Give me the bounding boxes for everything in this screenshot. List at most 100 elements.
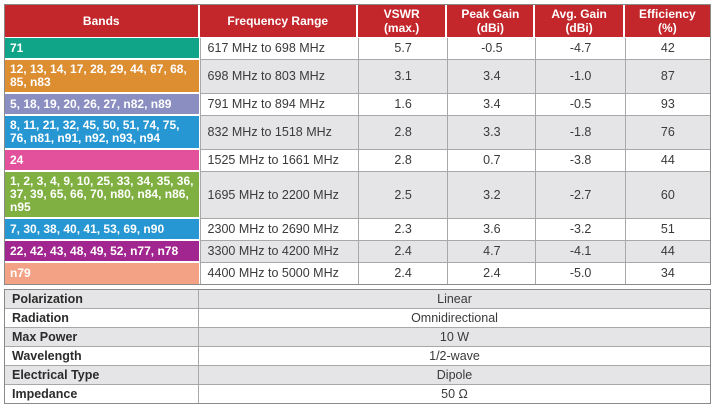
band-cell: 71 xyxy=(5,38,200,60)
spec-row: Electrical Type Dipole xyxy=(5,366,710,385)
spec-row: Impedance 50 Ω xyxy=(5,385,710,403)
spec-row: Wavelength 1/2-wave xyxy=(5,347,710,366)
peak-gain-cell: 4.7 xyxy=(447,241,536,263)
spec-value-impedance: 50 Ω xyxy=(441,387,468,401)
header-label: Peak Gain xyxy=(461,7,520,21)
vswr-cell: 2.3 xyxy=(357,219,448,241)
vswr-cell: 1.6 xyxy=(357,94,448,116)
spec-label-radiation: Radiation xyxy=(5,309,199,328)
efficiency-cell: 93 xyxy=(624,94,710,116)
peak-gain-cell: 3.6 xyxy=(447,219,536,241)
header-sublabel: (dBi) xyxy=(476,21,505,35)
header-label: Efficiency xyxy=(639,7,696,21)
spec-label-max-power: Max Power xyxy=(5,328,199,347)
efficiency-cell: 60 xyxy=(624,172,710,219)
efficiency-cell: 44 xyxy=(624,150,710,172)
table-row: 8, 11, 21, 32, 45, 50, 51, 74, 75, 76, n… xyxy=(5,116,710,150)
avg-gain-cell: -0.5 xyxy=(535,94,625,116)
table-row: 7, 30, 38, 40, 41, 53, 69, n90 2300 MHz … xyxy=(5,219,710,241)
header-label: Frequency Range xyxy=(227,14,329,28)
table-row: n79 4400 MHz to 5000 MHz 2.4 2.4 -5.0 34 xyxy=(5,263,710,284)
table-row: 1, 2, 3, 4, 9, 10, 25, 33, 34, 35, 36, 3… xyxy=(5,172,710,219)
vswr-cell: 3.1 xyxy=(357,60,448,94)
band-cell: 12, 13, 14, 17, 28, 29, 44, 67, 68, 85, … xyxy=(5,60,200,94)
frequency-cell: 832 MHz to 1518 MHz xyxy=(199,116,358,150)
spec-label-wavelength: Wavelength xyxy=(5,347,199,366)
frequency-cell: 1525 MHz to 1661 MHz xyxy=(199,150,358,172)
avg-gain-cell: -2.7 xyxy=(535,172,625,219)
avg-gain-cell: -3.8 xyxy=(535,150,625,172)
table-row: 5, 18, 19, 20, 26, 27, n82, n89 791 MHz … xyxy=(5,94,710,116)
peak-gain-cell: 3.3 xyxy=(447,116,536,150)
column-header-avg-gain: Avg. Gain (dBi) xyxy=(535,5,625,38)
table-row: 71 617 MHz to 698 MHz 5.7 -0.5 -4.7 42 xyxy=(5,38,710,60)
spec-row: Polarization Linear xyxy=(5,290,710,309)
header-label: Bands xyxy=(82,14,120,28)
avg-gain-cell: -1.8 xyxy=(535,116,625,150)
spec-label-polarization: Polarization xyxy=(5,290,199,309)
efficiency-cell: 87 xyxy=(624,60,710,94)
table-row: 22, 42, 43, 48, 49, 52, n77, n78 3300 MH… xyxy=(5,241,710,263)
band-spec-table: Bands Frequency Range VSWR (max.) Peak G… xyxy=(4,4,711,285)
spec-row: Radiation Omnidirectional xyxy=(5,309,710,328)
spec-label-impedance: Impedance xyxy=(5,385,199,403)
header-label: Avg. Gain xyxy=(551,7,607,21)
avg-gain-cell: -4.1 xyxy=(535,241,625,263)
header-row: Bands Frequency Range VSWR (max.) Peak G… xyxy=(5,5,710,38)
peak-gain-cell: 3.4 xyxy=(447,60,536,94)
spec-value-radiation: Omnidirectional xyxy=(199,309,710,328)
table-row: 12, 13, 14, 17, 28, 29, 44, 67, 68, 85, … xyxy=(5,60,710,94)
peak-gain-cell: -0.5 xyxy=(447,38,536,60)
peak-gain-cell: 2.4 xyxy=(447,263,535,284)
efficiency-cell: 76 xyxy=(624,116,710,150)
vswr-cell: 5.7 xyxy=(357,38,448,60)
header-sublabel: (dBi) xyxy=(565,21,593,35)
vswr-cell: 2.4 xyxy=(357,263,447,284)
table-row: 24 1525 MHz to 1661 MHz 2.8 0.7 -3.8 44 xyxy=(5,150,710,172)
band-cell: 22, 42, 43, 48, 49, 52, n77, n78 xyxy=(5,241,200,263)
column-header-peak-gain: Peak Gain (dBi) xyxy=(447,5,536,38)
efficiency-cell: 42 xyxy=(624,38,710,60)
vswr-cell: 2.8 xyxy=(357,150,448,172)
spec-label-electrical-type: Electrical Type xyxy=(5,366,199,385)
band-cell: 8, 11, 21, 32, 45, 50, 51, 74, 75, 76, n… xyxy=(5,116,200,150)
frequency-cell: 4400 MHz to 5000 MHz xyxy=(199,263,358,284)
column-header-frequency-range: Frequency Range xyxy=(199,5,358,38)
vswr-cell: 2.4 xyxy=(357,241,448,263)
peak-gain-cell: 0.7 xyxy=(447,150,536,172)
peak-gain-cell: 3.2 xyxy=(447,172,536,219)
avg-gain-cell: -3.2 xyxy=(535,219,625,241)
frequency-cell: 2300 MHz to 2690 MHz xyxy=(199,219,358,241)
spec-row: Max Power 10 W xyxy=(5,328,710,347)
spec-value-wavelength: 1/2-wave xyxy=(199,347,710,366)
band-cell: 24 xyxy=(5,150,200,172)
frequency-cell: 617 MHz to 698 MHz xyxy=(199,38,358,60)
header-label: VSWR xyxy=(383,7,420,21)
header-sublabel: (max.) xyxy=(383,21,420,35)
spec-value-electrical-type: Dipole xyxy=(199,366,710,385)
spec-value-polarization: Linear xyxy=(199,290,710,309)
spec-value-max-power: 10 W xyxy=(199,328,710,347)
header-sublabel: (%) xyxy=(658,21,677,35)
peak-gain-cell: 3.4 xyxy=(447,94,536,116)
frequency-cell: 1695 MHz to 2200 MHz xyxy=(199,172,358,219)
frequency-cell: 698 MHz to 803 MHz xyxy=(199,60,358,94)
efficiency-cell: 51 xyxy=(624,219,710,241)
frequency-cell: 3300 MHz to 4200 MHz xyxy=(199,241,358,263)
vswr-cell: 2.8 xyxy=(357,116,448,150)
band-cell: n79 xyxy=(5,263,200,284)
band-cell: 1, 2, 3, 4, 9, 10, 25, 33, 34, 35, 36, 3… xyxy=(5,172,200,219)
column-header-efficiency: Efficiency (%) xyxy=(624,5,710,38)
column-header-bands: Bands xyxy=(5,5,200,38)
band-cell: 7, 30, 38, 40, 41, 53, 69, n90 xyxy=(5,219,200,241)
avg-gain-cell: -5.0 xyxy=(535,263,624,284)
vswr-cell: 2.5 xyxy=(357,172,448,219)
band-cell: 5, 18, 19, 20, 26, 27, n82, n89 xyxy=(5,94,200,116)
frequency-cell: 791 MHz to 894 MHz xyxy=(199,94,358,116)
avg-gain-cell: -4.7 xyxy=(535,38,625,60)
efficiency-cell: 44 xyxy=(624,241,710,263)
avg-gain-cell: -1.0 xyxy=(535,60,625,94)
efficiency-cell: 34 xyxy=(624,263,710,284)
general-specs-table: Polarization Linear Radiation Omnidirect… xyxy=(4,289,711,404)
